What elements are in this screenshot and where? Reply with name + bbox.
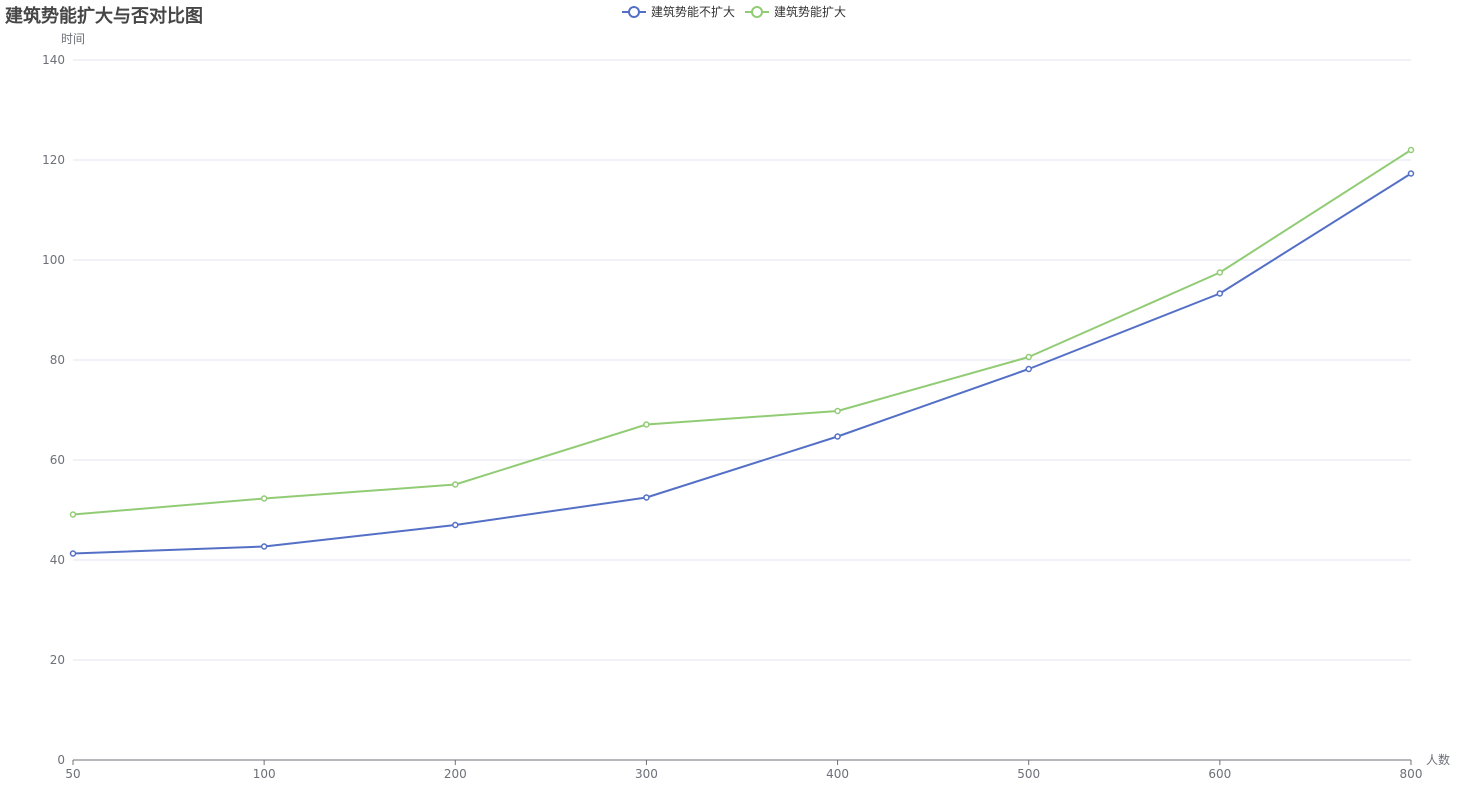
series-group [69,146,1415,557]
x-tick-label: 500 [1017,767,1040,781]
x-tick-label: 100 [253,767,276,781]
data-point[interactable] [1025,365,1032,373]
y-tick-label: 100 [42,253,65,267]
data-point[interactable] [643,421,650,428]
data-point[interactable] [260,495,268,502]
data-point[interactable] [834,407,841,415]
y-tick-label: 20 [50,653,65,667]
y-tick-label: 120 [42,153,65,167]
y-tick-label: 40 [50,553,65,567]
x-axis-label: 人数 [1426,752,1450,767]
legend: 建筑势能不扩大 建筑势能扩大 [622,3,846,20]
x-tick-label: 400 [826,767,849,781]
data-point[interactable] [69,550,77,557]
data-point[interactable] [1216,269,1224,276]
y-axis-ticks: 0 20 40 60 80 100 120 140 [42,53,65,767]
legend-label-series-0: 建筑势能不扩大 [651,5,736,19]
data-point[interactable] [1216,290,1224,297]
y-tick-label: 140 [42,53,65,67]
data-point[interactable] [834,433,841,440]
x-tick-label: 800 [1400,767,1423,781]
legend-item-series-1[interactable]: 建筑势能扩大 [745,3,846,20]
data-point[interactable] [452,481,459,488]
legend-swatch-series-0 [622,5,646,19]
x-axis: 50 100 200 300 400 500 600 800 [65,759,1423,781]
data-point[interactable] [1025,353,1032,361]
data-point[interactable] [643,494,650,501]
series-line-0 [72,172,1412,555]
chart-title: 建筑势能扩大与否对比图 [5,6,203,27]
x-tick-label: 200 [444,767,467,781]
x-tick-label: 600 [1208,767,1231,781]
data-point[interactable] [1407,170,1415,177]
grid-lines [73,59,1411,661]
data-point[interactable] [1407,146,1415,154]
x-tick-label: 300 [635,767,658,781]
legend-swatch-series-1 [745,5,770,19]
y-tick-label: 80 [50,353,65,367]
legend-item-series-0[interactable]: 建筑势能不扩大 [622,3,735,20]
data-point[interactable] [452,521,459,529]
data-point[interactable] [69,511,77,518]
y-tick-label: 0 [57,753,65,767]
series-line-1 [72,149,1412,516]
legend-label-series-1: 建筑势能扩大 [774,5,847,19]
y-tick-label: 60 [50,453,65,467]
data-point[interactable] [260,543,268,550]
y-axis-label: 时间 [61,32,85,46]
x-tick-label: 50 [65,767,80,781]
